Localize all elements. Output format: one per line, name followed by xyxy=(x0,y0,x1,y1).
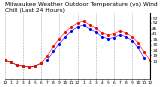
Text: Milwaukee Weather Outdoor Temperature (vs) Wind Chill (Last 24 Hours): Milwaukee Weather Outdoor Temperature (v… xyxy=(5,2,157,13)
